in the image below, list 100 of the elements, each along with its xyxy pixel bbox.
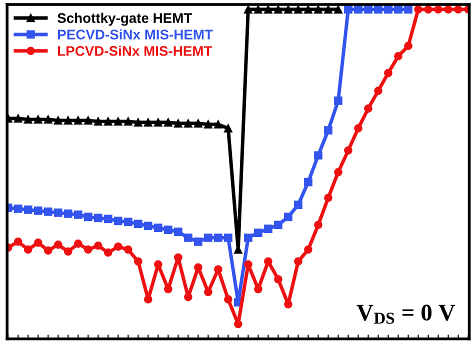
point [444,5,452,14]
point [404,5,412,14]
point [54,240,62,249]
point [394,52,402,60]
point [184,119,192,128]
point [264,5,272,14]
point [284,212,292,222]
point [94,117,102,126]
point [254,228,262,237]
point [214,234,222,242]
point [244,234,252,242]
point [334,96,342,105]
point [24,206,32,214]
point [274,275,282,284]
point [144,222,152,230]
point [454,5,462,14]
point [294,5,302,14]
point [124,117,132,126]
point [364,5,372,14]
point [224,124,232,133]
point [114,216,122,226]
point [384,5,392,14]
point [34,238,42,247]
point [334,5,342,14]
point [184,234,192,242]
point [84,245,92,254]
point [264,224,272,234]
point [254,5,262,14]
point [224,295,232,304]
point [34,206,42,215]
point [304,178,312,186]
point [204,234,212,242]
point [294,257,302,266]
legend-label: LPCVD-SiNx MIS-HEMT [58,46,212,56]
point [304,5,312,14]
point [74,239,82,248]
point [194,119,202,128]
legend-label: Schottky-gate HEMT [58,12,192,26]
point [284,300,292,308]
point [114,242,122,251]
point [124,218,132,226]
point [194,238,202,246]
point [134,220,142,228]
point [94,214,102,222]
point [344,5,352,14]
point [274,5,282,14]
point [314,220,322,230]
point [174,119,182,128]
point [154,118,162,127]
point [374,86,382,95]
point [64,247,72,256]
legend-label: PECVD-SiNx MIS-HEMT [58,29,213,40]
point [324,5,332,14]
point [164,118,172,127]
point [54,116,62,125]
point [394,5,402,14]
point [134,257,142,266]
point [144,118,152,127]
point [44,246,52,255]
point [364,104,372,113]
point [234,320,242,328]
point [164,226,172,234]
point [174,253,182,262]
point [64,116,72,125]
point [404,42,412,50]
point [94,241,102,250]
point [44,115,52,124]
point [154,224,162,232]
point [244,5,252,14]
point [324,126,332,134]
point [174,228,182,236]
point [374,5,382,14]
point [44,208,52,216]
point [304,245,312,254]
point [314,151,322,160]
point [34,115,42,124]
annotation: V$_{DS}$ = 0 V [356,304,456,324]
point [324,194,332,202]
point [124,245,132,254]
point [74,210,82,219]
point [384,68,392,78]
point [134,118,142,127]
point [294,200,302,209]
point [354,5,362,14]
point [54,208,62,217]
point [104,117,112,126]
point [354,124,362,133]
point [74,116,82,125]
point [64,210,72,218]
point [204,120,212,129]
point [104,214,112,224]
point [434,5,442,14]
point [274,220,282,230]
point [314,5,322,14]
point [84,212,92,222]
point [24,245,32,254]
point [244,260,252,269]
point [344,146,352,155]
point [14,238,22,246]
point [14,204,22,213]
